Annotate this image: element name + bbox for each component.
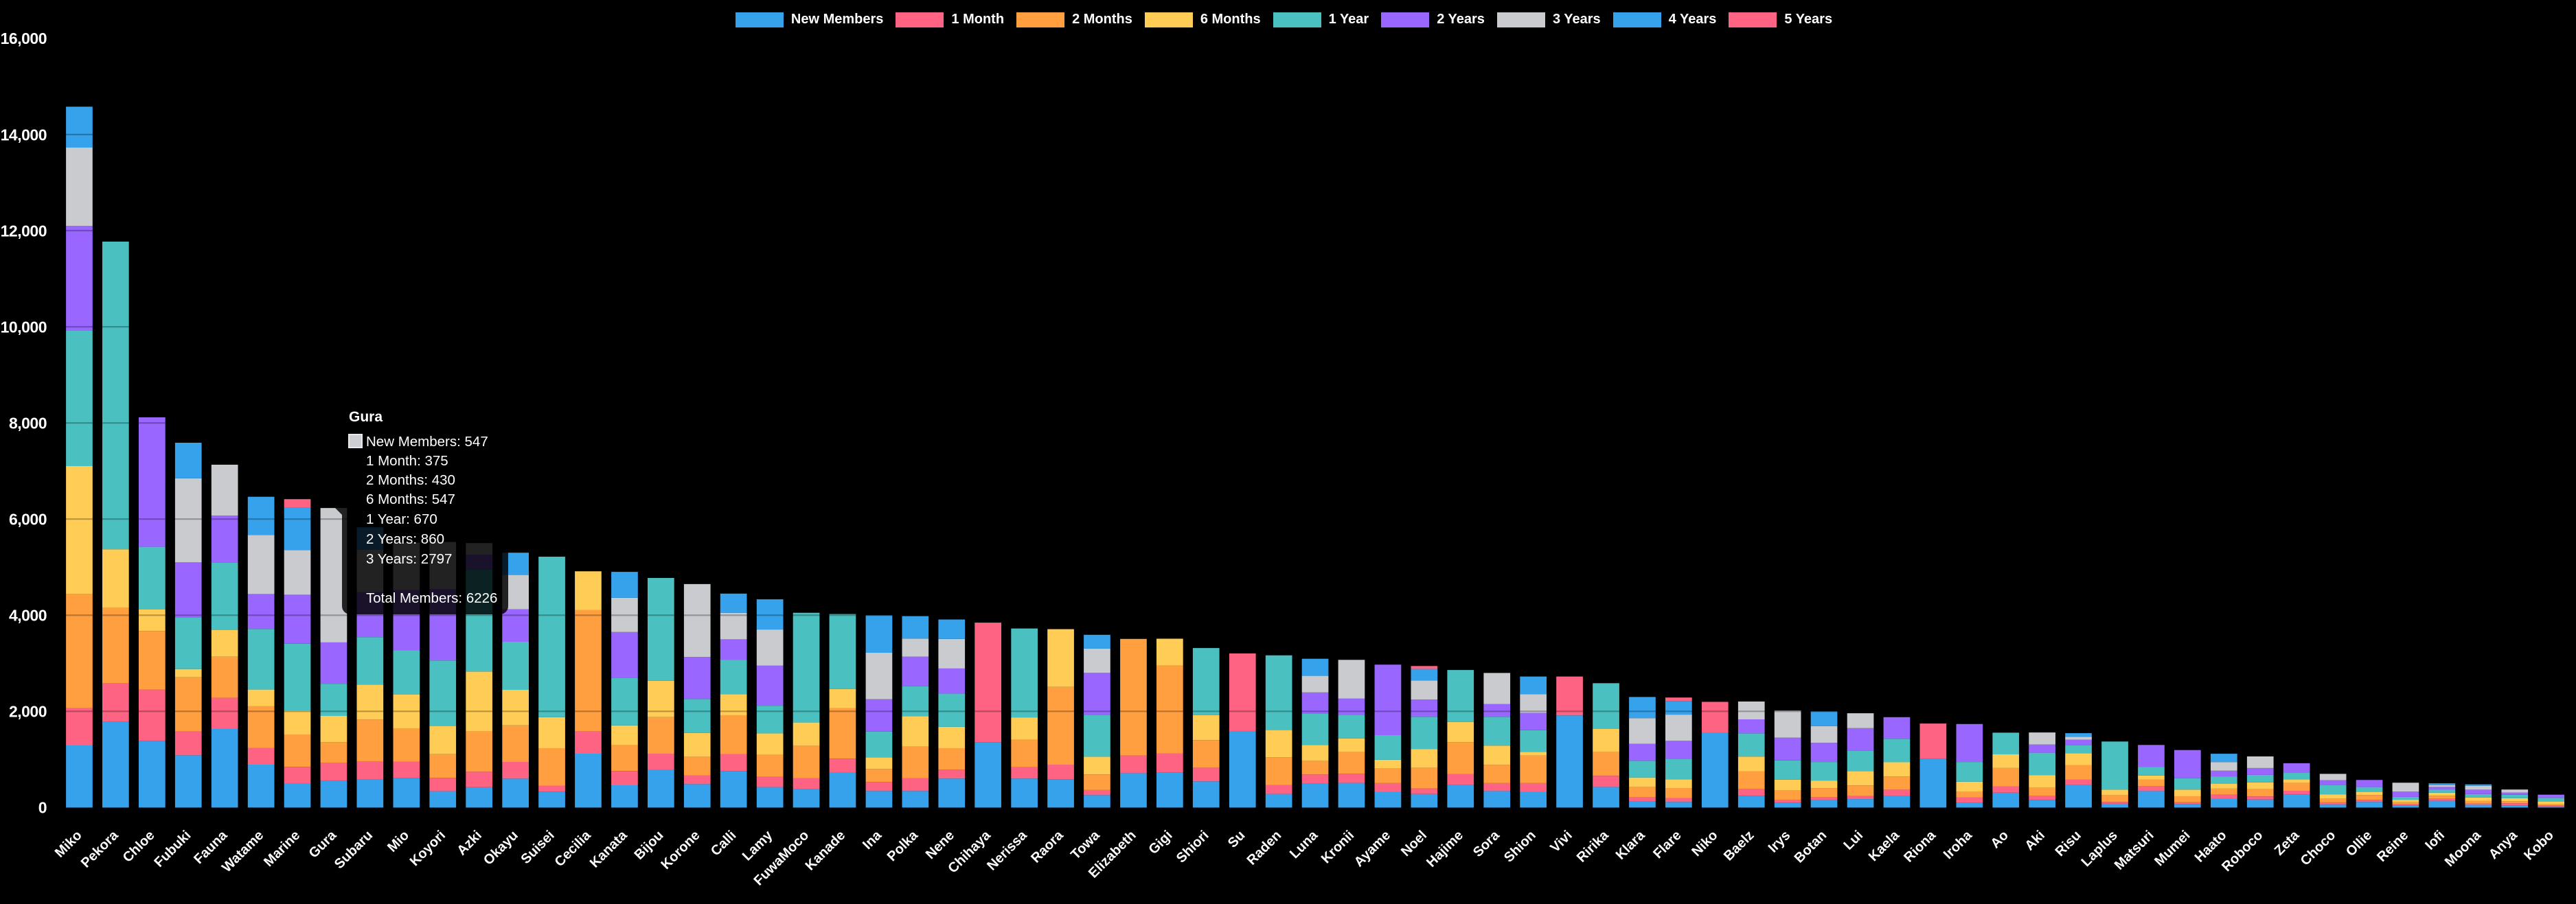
svg-text:Polka: Polka: [885, 827, 922, 864]
svg-text:Towa: Towa: [1068, 827, 1103, 862]
svg-text:Flare: Flare: [1650, 828, 1684, 861]
svg-text:6,000: 6,000: [9, 511, 47, 529]
svg-text:16,000: 16,000: [1, 30, 47, 47]
svg-text:Botan: Botan: [1792, 828, 1830, 866]
svg-text:Zeta: Zeta: [2272, 827, 2303, 858]
svg-text:Korone: Korone: [658, 828, 703, 872]
svg-text:Raora: Raora: [1028, 827, 1067, 866]
svg-text:Marine: Marine: [261, 828, 303, 870]
svg-text:Baelz: Baelz: [1721, 828, 1757, 864]
svg-text:Matsuri: Matsuri: [2112, 828, 2157, 873]
svg-text:12,000: 12,000: [1, 222, 47, 240]
svg-text:Gigi: Gigi: [1145, 828, 1175, 857]
svg-text:Hajime: Hajime: [1424, 828, 1466, 870]
svg-text:Subaru: Subaru: [332, 828, 376, 872]
svg-text:Kronii: Kronii: [1319, 828, 1357, 866]
svg-text:Kaela: Kaela: [1866, 827, 1903, 864]
svg-text:Suisei: Suisei: [518, 828, 558, 867]
svg-text:14,000: 14,000: [1, 126, 47, 143]
svg-text:Klara: Klara: [1613, 827, 1649, 863]
svg-text:Gura: Gura: [306, 827, 340, 861]
svg-text:Choco: Choco: [2298, 828, 2339, 869]
svg-text:0: 0: [38, 799, 47, 817]
svg-text:Kobo: Kobo: [2521, 828, 2557, 864]
svg-text:Shion: Shion: [1501, 828, 1539, 866]
svg-text:Fubuki: Fubuki: [152, 828, 194, 870]
svg-text:Kanade: Kanade: [803, 828, 849, 874]
svg-text:Mumei: Mumei: [2152, 828, 2193, 869]
svg-text:Sora: Sora: [1470, 827, 1503, 860]
svg-text:Anya: Anya: [2486, 827, 2521, 862]
svg-text:Calli: Calli: [708, 828, 739, 859]
svg-text:2,000: 2,000: [9, 703, 47, 721]
svg-text:Nene: Nene: [923, 828, 957, 862]
svg-text:Ina: Ina: [860, 827, 885, 853]
svg-text:Moona: Moona: [2442, 827, 2485, 870]
svg-text:Niko: Niko: [1689, 828, 1720, 859]
svg-text:Luna: Luna: [1287, 827, 1321, 861]
svg-text:Ririka: Ririka: [1574, 827, 1612, 865]
svg-text:Risu: Risu: [2053, 828, 2084, 859]
svg-text:Raden: Raden: [1244, 828, 1285, 868]
svg-text:Noel: Noel: [1398, 828, 1430, 859]
svg-text:Ollie: Ollie: [2343, 828, 2375, 859]
svg-text:Cecilia: Cecilia: [552, 827, 595, 870]
svg-text:Su: Su: [1225, 828, 1249, 851]
svg-text:Iroha: Iroha: [1941, 827, 1976, 862]
svg-text:Miko: Miko: [52, 828, 85, 861]
svg-text:Iofi: Iofi: [2422, 828, 2448, 853]
svg-text:Riona: Riona: [1901, 827, 1939, 865]
svg-text:8,000: 8,000: [9, 415, 47, 432]
svg-text:4,000: 4,000: [9, 607, 47, 625]
svg-text:Roboco: Roboco: [2219, 828, 2266, 874]
svg-text:Shiori: Shiori: [1174, 828, 1212, 866]
svg-text:Kanata: Kanata: [587, 827, 630, 870]
svg-text:Reine: Reine: [2374, 828, 2411, 865]
svg-text:Ao: Ao: [1988, 828, 2011, 851]
svg-text:Mio: Mio: [385, 828, 412, 855]
svg-text:Lui: Lui: [1840, 828, 1866, 853]
svg-text:Aki: Aki: [2022, 828, 2048, 854]
svg-text:Nerissa: Nerissa: [984, 827, 1030, 873]
svg-text:Ayame: Ayame: [1352, 828, 1393, 870]
svg-text:10,000: 10,000: [1, 318, 47, 336]
svg-text:Pekora: Pekora: [78, 827, 122, 870]
svg-text:Vivi: Vivi: [1547, 828, 1575, 855]
svg-text:Azki: Azki: [454, 828, 485, 859]
svg-text:Irys: Irys: [1766, 828, 1794, 856]
svg-text:Okayu: Okayu: [481, 828, 521, 868]
svg-text:Bijou: Bijou: [632, 828, 667, 863]
svg-text:Koyori: Koyori: [407, 828, 448, 869]
